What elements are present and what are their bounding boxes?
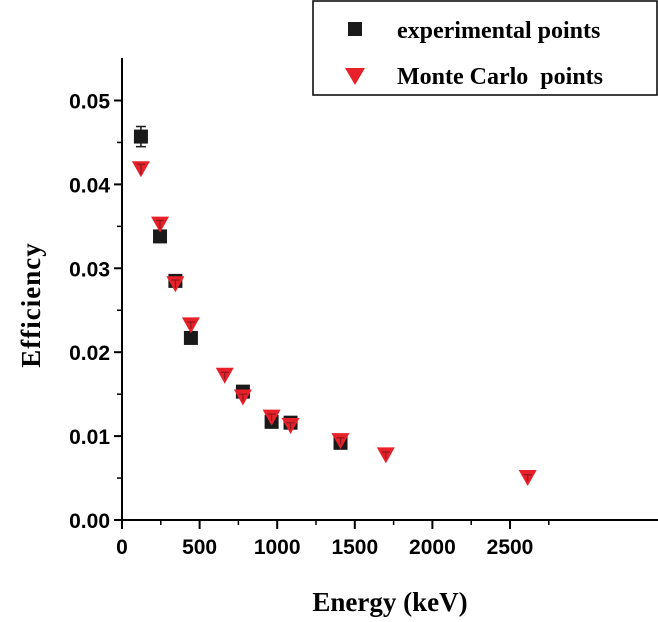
legend-label-experimental: experimental points — [397, 18, 600, 44]
y-tick-label: 0.00 — [69, 510, 110, 533]
x-axis-ticks: 0 500 1000 1500 2000 2500 — [116, 520, 549, 559]
data-markers — [132, 127, 537, 487]
x-tick-label: 2000 — [409, 536, 456, 559]
x-tick-label: 0 — [116, 536, 128, 559]
x-tick-label: 2500 — [487, 536, 534, 559]
legend-marker-experimental — [348, 22, 362, 36]
y-tick-label: 0.05 — [69, 91, 110, 114]
legend: experimental points Monte Carlo points — [313, 1, 657, 95]
y-tick-label: 0.01 — [69, 426, 110, 449]
x-tick-label: 500 — [182, 536, 217, 559]
y-axis-ticks: 0.00 0.01 0.02 0.03 0.04 0.05 — [69, 91, 122, 534]
y-tick-label: 0.03 — [69, 258, 110, 281]
y-tick-label: 0.02 — [69, 342, 110, 365]
y-axis-title: Efficiency — [16, 242, 46, 367]
x-tick-label: 1000 — [254, 536, 301, 559]
x-axis-title: Energy (keV) — [312, 587, 467, 617]
experimental-point — [134, 130, 148, 144]
x-tick-label: 1500 — [331, 536, 378, 559]
y-tick-label: 0.04 — [69, 174, 110, 197]
legend-label-monte-carlo: Monte Carlo points — [397, 64, 603, 90]
